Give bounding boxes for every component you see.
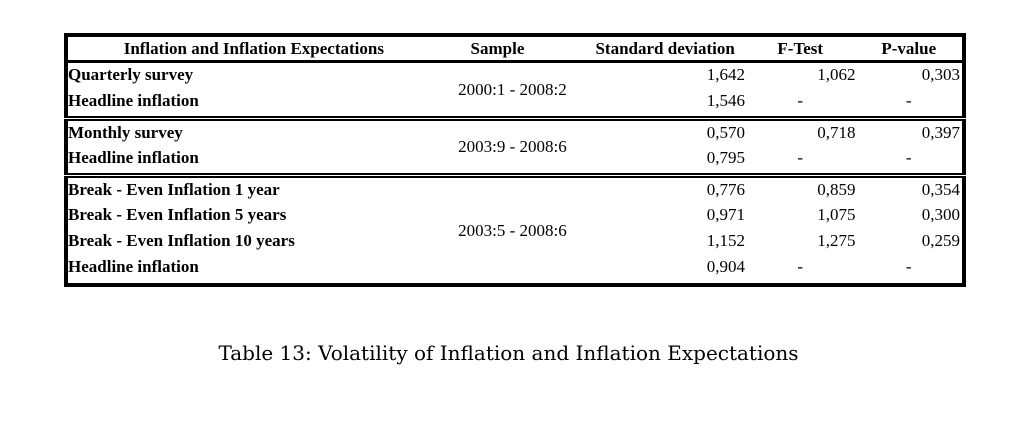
std-deviation-cell: 1,152 — [706, 230, 745, 250]
table-header-row: Inflation and Inflation Expectations Sam… — [66, 35, 964, 61]
f-test-cell: 0,718 — [817, 122, 856, 142]
header-cell-p-value: P-value — [881, 38, 937, 58]
std-deviation-cell: 1,642 — [706, 65, 745, 85]
p-value-cell: - — [905, 256, 912, 276]
table-header: Inflation and Inflation Expectations Sam… — [66, 35, 964, 61]
header-cell-f-test: F-Test — [777, 38, 824, 58]
p-value-cell: 0,300 — [921, 204, 960, 224]
table-row: Break - Even Inflation 5 years 0,971 1,0… — [66, 201, 964, 227]
row-label-cell: Monthly survey — [68, 122, 183, 142]
header-cell-std-deviation: Standard deviation — [595, 38, 735, 58]
f-test-cell: - — [797, 147, 804, 167]
row-label-cell: Headline inflation — [68, 90, 199, 110]
table-row: Quarterly survey 2000:1 - 2008:2 1,642 1… — [66, 61, 964, 97]
std-deviation-cell: 0,904 — [706, 256, 745, 276]
std-deviation-cell: 0,795 — [706, 147, 745, 167]
header-cell-expectations: Inflation and Inflation Expectations — [123, 38, 384, 58]
table-section-quarterly: Quarterly survey 2000:1 - 2008:2 1,642 1… — [66, 61, 964, 118]
p-value-cell: 0,303 — [921, 65, 960, 85]
table-row: Break - Even Inflation 10 years 1,152 1,… — [66, 227, 964, 253]
table-caption: Table 13: Volatility of Inflation and In… — [218, 341, 799, 365]
std-deviation-cell: 0,570 — [706, 122, 745, 142]
sample-period-cell: 2003:5 - 2008:6 — [458, 220, 567, 240]
f-test-cell: 1,075 — [817, 204, 856, 224]
f-test-cell: 1,062 — [817, 65, 856, 85]
row-label-cell: Break - Even Inflation 1 year — [68, 179, 280, 199]
table-row: Headline inflation 0,795 - - — [66, 144, 964, 170]
sample-period-cell: 2000:1 - 2008:2 — [458, 79, 567, 99]
row-label-cell: Headline inflation — [68, 147, 199, 167]
table-section-breakeven: Break - Even Inflation 1 year 2003:5 - 2… — [66, 175, 964, 285]
volatility-table: Inflation and Inflation Expectations Sam… — [64, 33, 966, 287]
table-row: Monthly survey 2003:9 - 2008:6 0,570 0,7… — [66, 118, 964, 155]
row-label-cell: Quarterly survey — [68, 65, 194, 85]
f-test-cell: 1,275 — [817, 230, 856, 250]
p-value-cell: - — [905, 90, 912, 110]
row-label-cell: Headline inflation — [68, 256, 199, 276]
std-deviation-cell: 0,971 — [706, 204, 745, 224]
sample-period-cell: 2003:9 - 2008:6 — [458, 137, 567, 156]
std-deviation-cell: 0,776 — [706, 179, 745, 199]
f-test-cell: - — [797, 90, 804, 110]
table-row: Break - Even Inflation 1 year 2003:5 - 2… — [66, 175, 964, 239]
f-test-cell: 0,859 — [817, 179, 856, 199]
row-label-cell: Break - Even Inflation 5 years — [68, 204, 287, 224]
p-value-cell: 0,259 — [921, 230, 960, 250]
table-row: Headline inflation 0,904 - - — [66, 253, 964, 279]
std-deviation-cell: 1,546 — [706, 90, 745, 110]
header-cell-sample: Sample — [470, 38, 525, 58]
f-test-cell: - — [797, 256, 804, 276]
p-value-cell: - — [905, 147, 912, 167]
p-value-cell: 0,354 — [921, 179, 960, 199]
table-section-monthly: Monthly survey 2003:9 - 2008:6 0,570 0,7… — [66, 118, 964, 175]
p-value-cell: 0,397 — [921, 122, 960, 142]
table-row: Headline inflation 1,546 - - — [66, 87, 964, 113]
row-label-cell: Break - Even Inflation 10 years — [68, 230, 295, 250]
